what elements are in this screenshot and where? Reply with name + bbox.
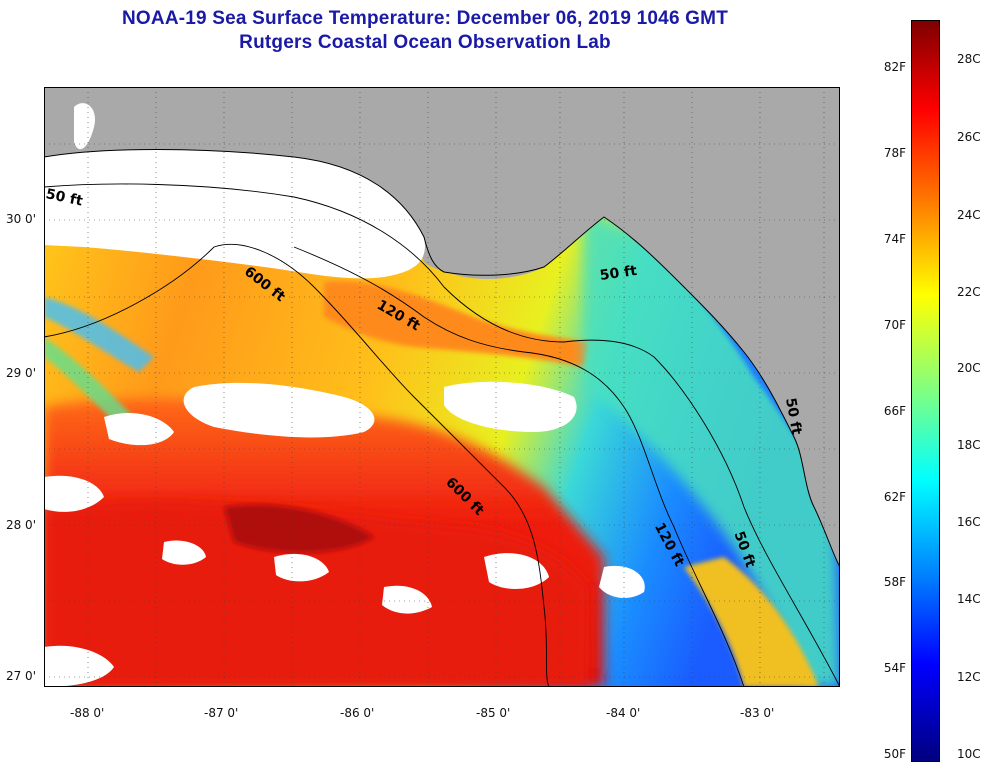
lon-label: -87 0'	[204, 706, 239, 720]
colorbar-celsius-label: 20C	[957, 361, 981, 375]
orange-shelf-band	[324, 281, 589, 367]
sst-map-canvas	[44, 87, 840, 687]
lat-label: 29 0'	[5, 366, 36, 380]
map-border	[44, 87, 840, 687]
colorbar-celsius-label: 24C	[957, 208, 981, 222]
depth-contours	[44, 183, 840, 687]
colorbar-celsius-label: 12C	[957, 670, 981, 684]
sst-map	[44, 87, 840, 687]
lon-label: -88 0'	[70, 706, 105, 720]
land	[44, 87, 840, 567]
colorbar-celsius-label: 28C	[957, 52, 981, 66]
colorbar-celsius-label: 14C	[957, 592, 981, 606]
colorbar-fahrenheit-label: 82F	[883, 60, 906, 74]
lon-label: -86 0'	[340, 706, 375, 720]
colorbar-celsius-label: 18C	[957, 438, 981, 452]
yellow-nearshore	[684, 557, 819, 687]
lat-lon-grid	[44, 87, 840, 687]
warm-eddy	[224, 504, 374, 553]
colorbar-fahrenheit-label: 74F	[883, 232, 906, 246]
cloud-cover	[44, 103, 645, 687]
coastline	[44, 149, 840, 568]
lat-label: 30 0'	[5, 212, 36, 226]
lat-label: 27 0'	[5, 669, 36, 683]
lon-label: -85 0'	[476, 706, 511, 720]
colorbar-fahrenheit-label: 66F	[883, 404, 906, 418]
colorbar-fahrenheit-label: 50F	[883, 747, 906, 761]
lon-label: -84 0'	[606, 706, 641, 720]
colorbar-fahrenheit-label: 78F	[883, 146, 906, 160]
colorbar-celsius-label: 10C	[957, 747, 981, 761]
colorbar-fahrenheit-label: 54F	[883, 661, 906, 675]
colorbar-fahrenheit-label: 62F	[883, 490, 906, 504]
temperature-colorbar	[911, 20, 940, 762]
colorbar-fahrenheit-label: 70F	[883, 318, 906, 332]
colorbar-fahrenheit-label: 58F	[883, 575, 906, 589]
map-title: NOAA-19 Sea Surface Temperature: Decembe…	[122, 8, 728, 29]
cool-shelf-water	[584, 207, 840, 687]
colorbar-celsius-label: 26C	[957, 130, 981, 144]
lon-label: -83 0'	[740, 706, 775, 720]
lat-label: 28 0'	[5, 518, 36, 532]
map-subtitle: Rutgers Coastal Ocean Observation Lab	[239, 32, 611, 53]
colorbar-celsius-label: 22C	[957, 285, 981, 299]
colorbar-celsius-label: 16C	[957, 515, 981, 529]
